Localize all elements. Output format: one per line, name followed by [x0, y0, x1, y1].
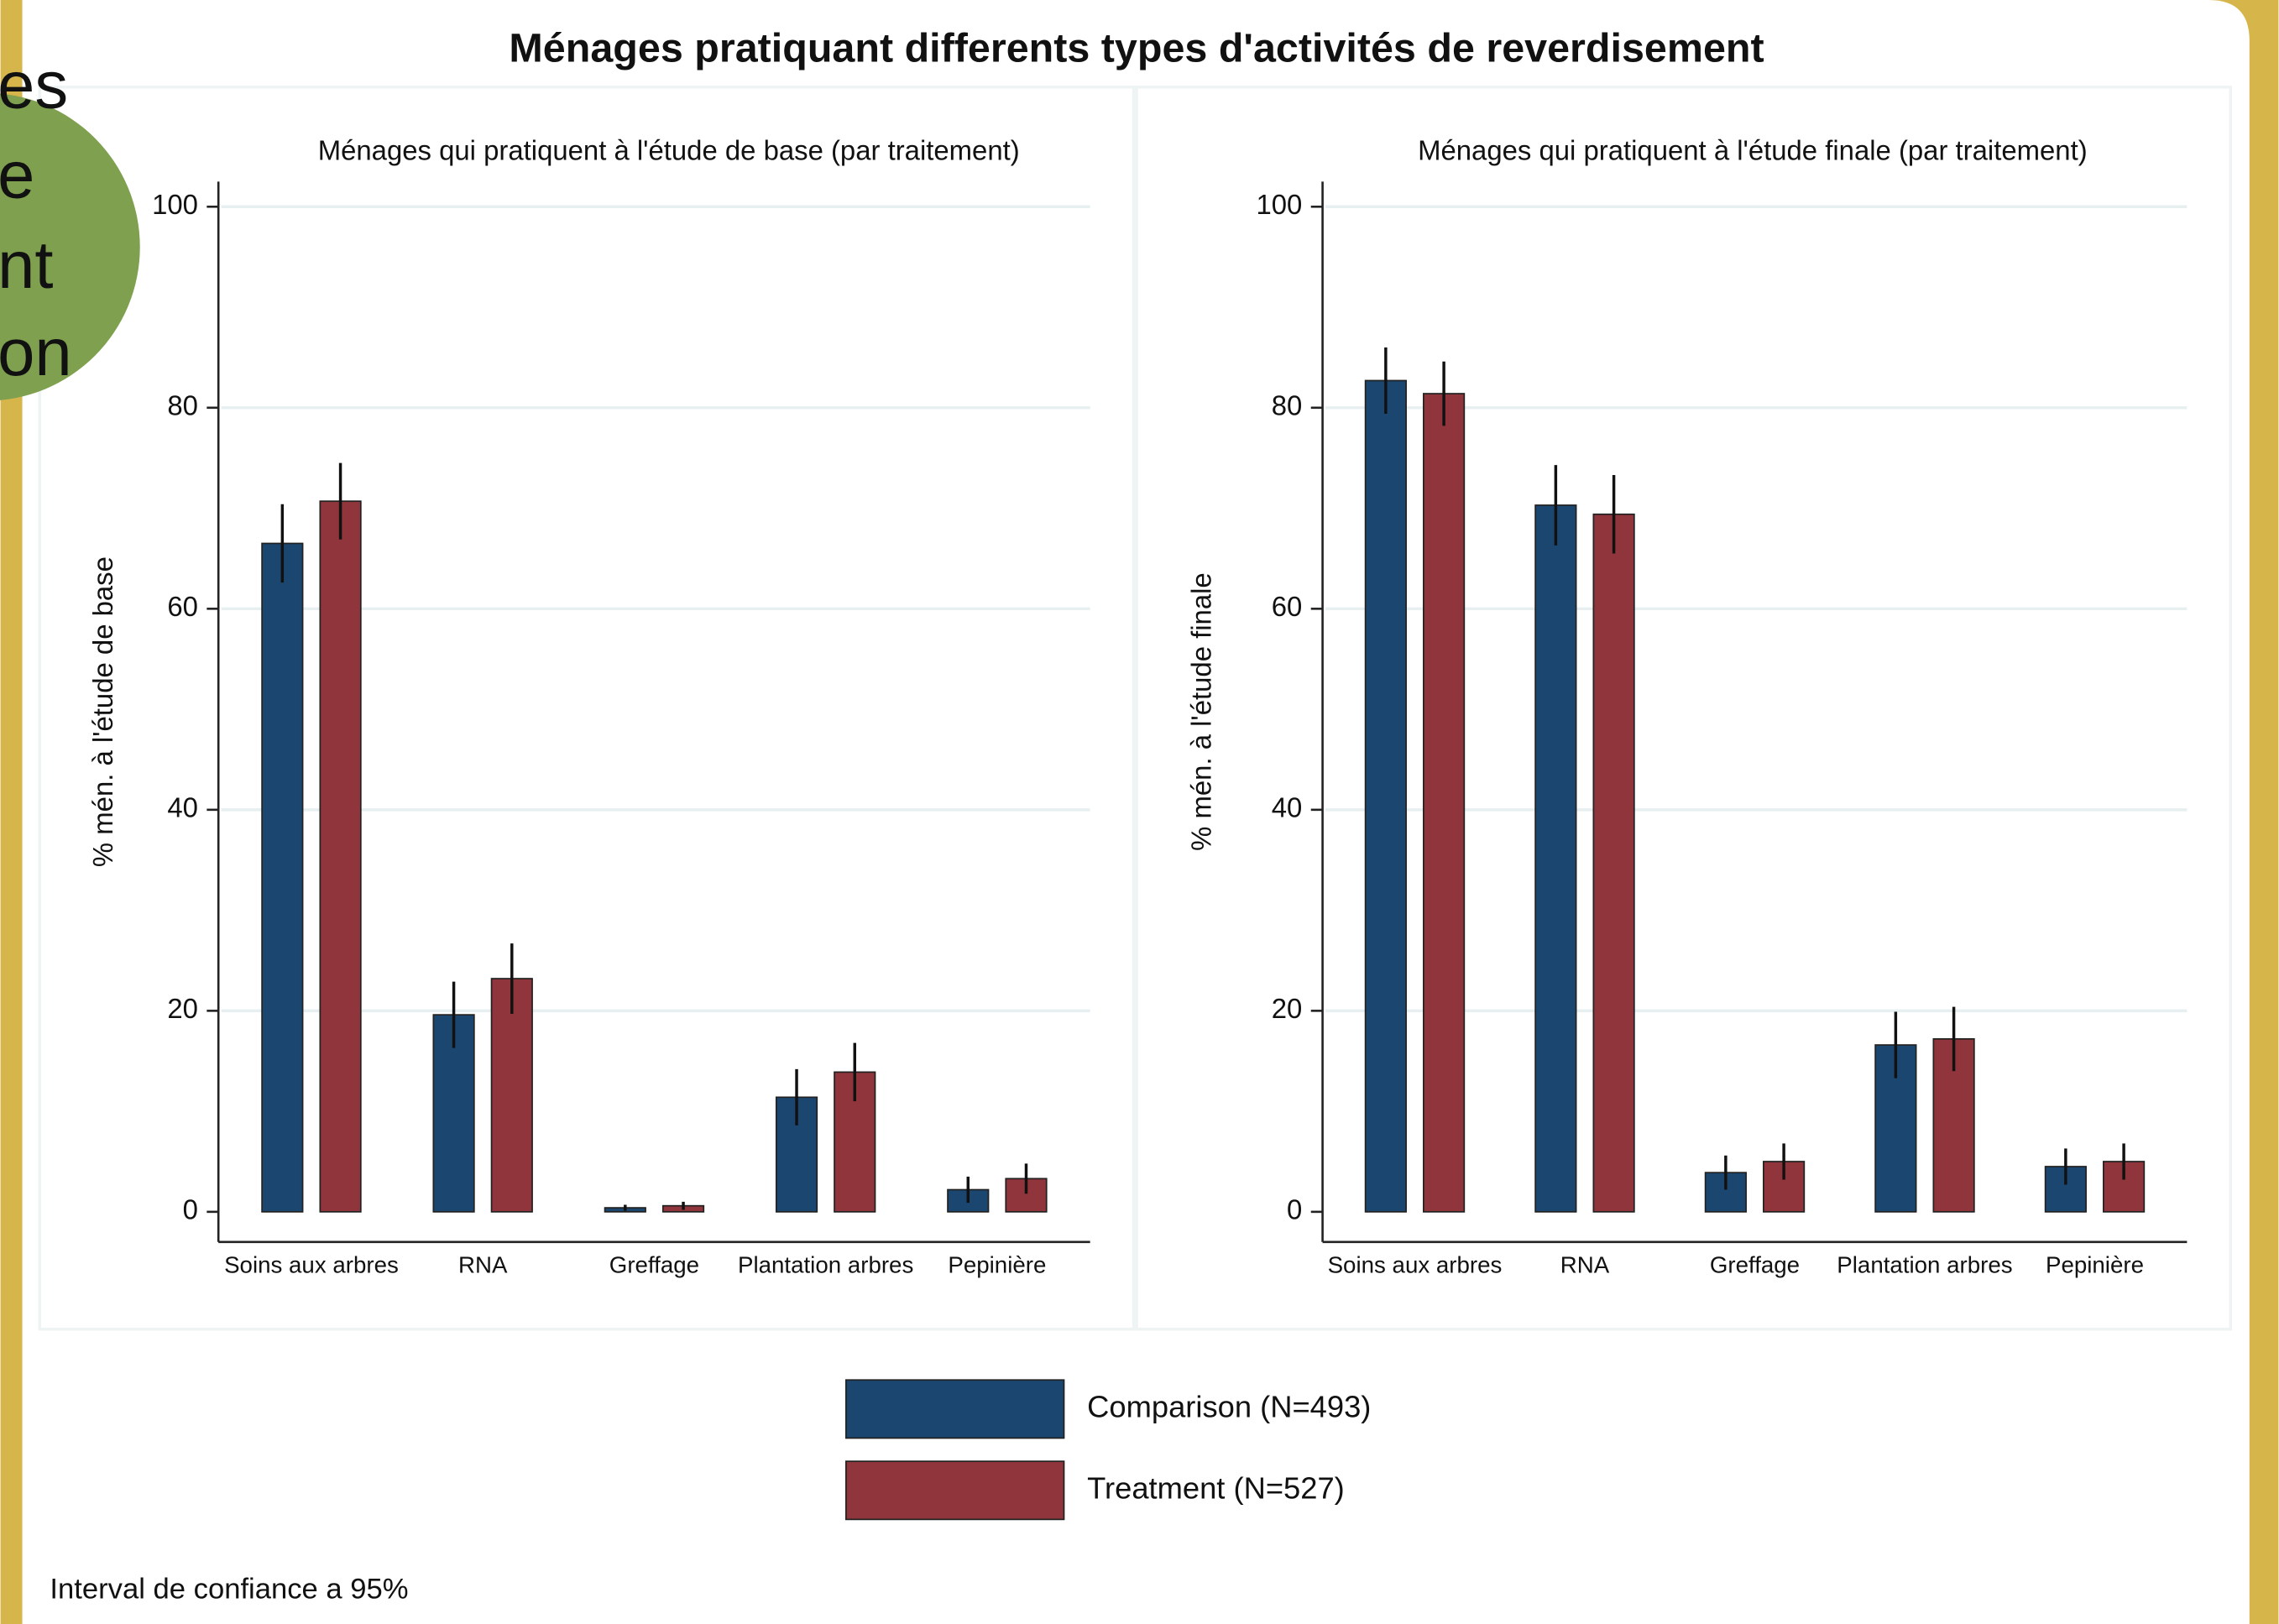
bar — [1364, 379, 1407, 1213]
x-tick-label: Greffage — [609, 1252, 699, 1278]
y-tick-label: 20 — [167, 993, 198, 1024]
legend-swatch — [845, 1379, 1065, 1439]
x-tick-label: Plantation arbres — [1837, 1252, 2012, 1278]
bar — [1534, 504, 1577, 1213]
badge-text: es — [0, 47, 68, 122]
y-tick-label: 100 — [1256, 189, 1302, 220]
bar — [261, 542, 304, 1213]
x-tick-label: RNA — [1560, 1252, 1610, 1278]
badge — [0, 93, 140, 400]
y-tick-label: 20 — [1272, 993, 1303, 1024]
y-tick-label: 0 — [1287, 1194, 1302, 1225]
legend-label: Comparison (N=493) — [1087, 1389, 1371, 1423]
chart-title: Ménages qui pratiquent à l'étude de base… — [318, 134, 1020, 165]
y-tick-label: 40 — [1272, 792, 1303, 823]
x-tick-label: Greffage — [1710, 1252, 1800, 1278]
legend-swatch — [845, 1460, 1065, 1521]
y-axis-label: % mén. à l'étude finale — [1185, 572, 1216, 851]
y-axis-label: % mén. à l'étude de base — [87, 556, 118, 867]
bar — [319, 500, 362, 1213]
x-tick-label: Pepinière — [2046, 1252, 2144, 1278]
bar — [1592, 513, 1635, 1213]
badge-text: nt — [0, 227, 54, 302]
x-tick-label: Soins aux arbres — [1328, 1252, 1503, 1278]
badge-text: e — [0, 138, 34, 212]
y-tick-label: 80 — [167, 389, 198, 420]
bar — [490, 978, 533, 1213]
y-tick-label: 60 — [1272, 591, 1303, 622]
x-tick-label: Plantation arbres — [738, 1252, 913, 1278]
chart-title: Ménages qui pratiquent à l'étude finale … — [1418, 134, 2088, 165]
y-tick-label: 60 — [167, 591, 198, 622]
x-tick-label: RNA — [458, 1252, 508, 1278]
y-tick-label: 80 — [1272, 389, 1303, 420]
x-tick-label: Soins aux arbres — [224, 1252, 399, 1278]
y-tick-label: 100 — [152, 189, 198, 220]
note: Interval de confiance a 95% — [50, 1573, 408, 1605]
badge-text: on — [0, 315, 72, 389]
plot-frame — [38, 86, 1136, 1331]
plot-frame — [1135, 86, 2233, 1331]
bar — [1423, 393, 1466, 1213]
y-tick-label: 40 — [167, 792, 198, 823]
figure-title: Ménages pratiquant differents types d'ac… — [509, 25, 1764, 70]
legend-label: Treatment (N=527) — [1087, 1470, 1345, 1505]
y-tick-label: 0 — [183, 1194, 198, 1225]
x-tick-label: Pepinière — [948, 1252, 1046, 1278]
